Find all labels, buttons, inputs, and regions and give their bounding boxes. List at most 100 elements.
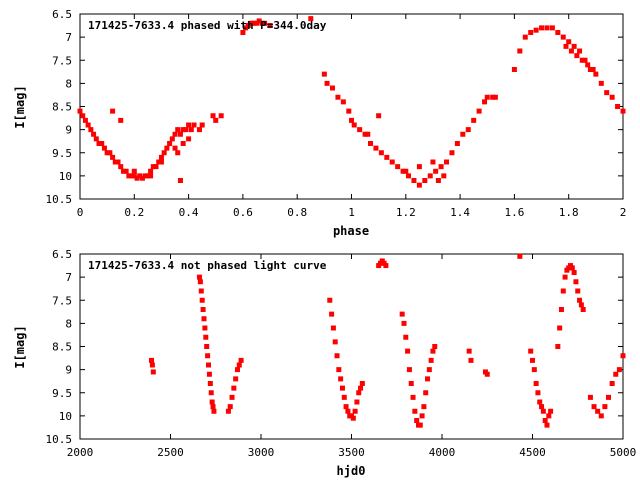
data-point: [517, 253, 523, 259]
data-point: [549, 25, 555, 31]
data-point: [449, 150, 455, 156]
data-point: [156, 159, 162, 165]
data-point: [267, 23, 273, 29]
data-point: [91, 131, 97, 137]
data-point: [444, 159, 450, 165]
data-point: [199, 297, 205, 303]
x-tick-label: 1.4: [450, 206, 470, 219]
data-point: [539, 25, 545, 31]
data-point: [145, 173, 151, 179]
data-point: [427, 173, 433, 179]
data-point: [435, 178, 441, 183]
data-point: [180, 141, 186, 146]
x-axis-label: hjd0: [337, 464, 366, 478]
x-tick-label: 1.2: [396, 206, 416, 219]
data-point: [609, 381, 615, 386]
data-point: [203, 334, 209, 340]
data-point: [104, 150, 110, 156]
data-point: [126, 173, 132, 179]
x-tick-label: 2500: [157, 446, 184, 459]
data-point: [148, 168, 154, 174]
data-point: [562, 274, 568, 280]
data-point: [321, 71, 327, 77]
data-point: [482, 99, 488, 105]
data-point: [180, 127, 186, 133]
data-point: [211, 408, 217, 414]
data-point: [88, 127, 94, 133]
data-point: [351, 122, 357, 128]
data-point: [324, 80, 330, 86]
data-point: [330, 325, 336, 331]
data-point: [196, 127, 202, 133]
data-point: [201, 316, 207, 322]
data-point: [620, 108, 626, 114]
data-point: [535, 390, 541, 396]
data-point: [389, 159, 395, 165]
y-tick-label: 7.5: [52, 54, 72, 67]
data-point: [557, 325, 563, 331]
data-point: [243, 25, 249, 31]
data-point: [202, 325, 208, 331]
data-point: [167, 141, 173, 146]
data-point: [511, 67, 517, 72]
data-point: [408, 381, 414, 386]
data-point: [248, 20, 254, 26]
data-point: [577, 297, 583, 303]
data-point: [118, 164, 124, 170]
data-point: [428, 357, 434, 363]
data-point: [349, 117, 354, 123]
data-point: [609, 94, 615, 100]
data-point: [245, 23, 251, 29]
data-point: [425, 376, 431, 382]
data-point: [339, 385, 345, 391]
data-point: [423, 390, 429, 396]
data-point: [460, 131, 466, 137]
data-point: [441, 173, 447, 179]
data-point: [186, 136, 192, 142]
chart-title: 171425-7633.4 phased with P=344.0day: [88, 19, 327, 32]
data-point: [568, 48, 574, 54]
data-point: [107, 150, 113, 156]
data-point: [210, 113, 216, 119]
data-point: [542, 418, 548, 423]
y-tick-label: 8.5: [52, 341, 72, 354]
data-point: [358, 385, 364, 391]
y-tick-label: 6.5: [52, 8, 72, 21]
data-point: [253, 20, 259, 26]
data-point: [471, 117, 477, 123]
data-point: [186, 122, 192, 128]
data-point: [411, 178, 417, 183]
data-point: [115, 159, 121, 165]
x-tick-label: 3000: [248, 446, 275, 459]
x-tick-label: 0: [77, 206, 84, 219]
data-point: [573, 279, 579, 285]
data-point: [332, 339, 338, 345]
data-point: [416, 164, 422, 170]
data-point: [118, 117, 124, 123]
data-point: [158, 159, 164, 165]
data-point: [406, 367, 412, 373]
data-point: [169, 136, 175, 142]
data-point: [148, 173, 154, 179]
tick-labels: 0 0.2 0.4 0.6 0.8 1 1.2 1.4 1.6 1.8 2 6.5 7 7.5 8 8.5 9 9…: [46, 8, 627, 219]
x-tick-label: 3500: [338, 446, 365, 459]
data-point: [112, 159, 118, 165]
data-point: [177, 178, 183, 183]
axis-ticks: [79, 253, 624, 440]
data-point: [336, 367, 342, 373]
data-point: [204, 344, 210, 349]
data-points: [77, 16, 626, 188]
data-point: [403, 334, 409, 340]
data-point: [149, 362, 155, 368]
data-point: [172, 131, 178, 137]
data-point: [359, 381, 365, 386]
data-point: [129, 173, 135, 179]
data-point: [490, 94, 496, 100]
data-point: [537, 399, 543, 405]
data-point: [544, 25, 550, 31]
data-point: [175, 150, 181, 156]
data-point: [153, 164, 159, 170]
data-point: [233, 376, 239, 382]
data-point: [606, 394, 612, 400]
data-point: [209, 399, 215, 405]
